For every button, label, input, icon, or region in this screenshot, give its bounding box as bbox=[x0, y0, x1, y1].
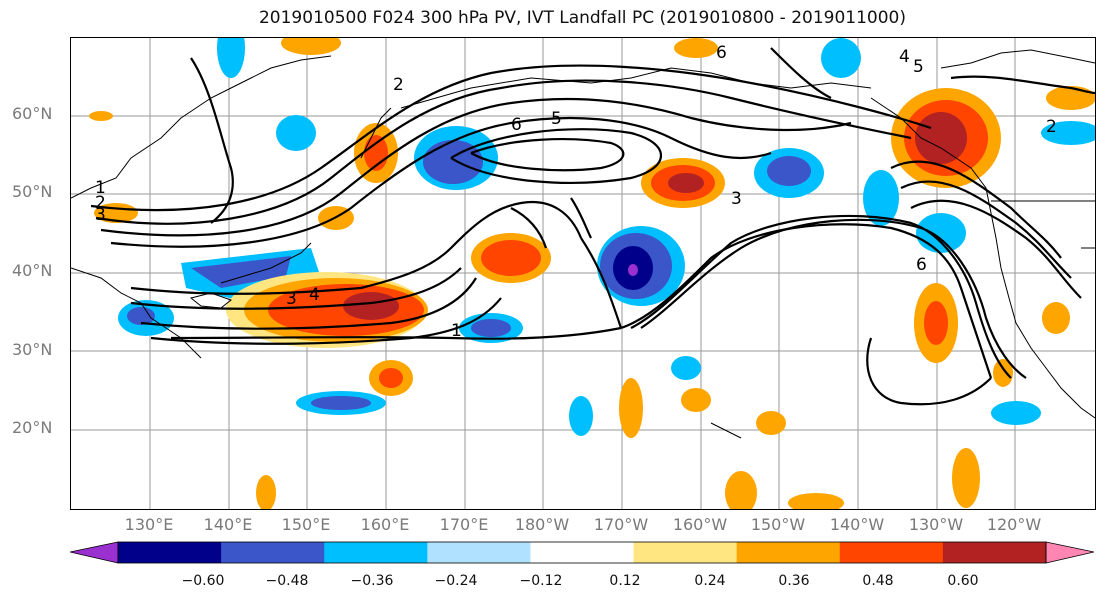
lon-label-150e: 150°E bbox=[281, 515, 331, 534]
colorbar-segment bbox=[118, 542, 222, 563]
contour-label-3: 3 bbox=[95, 205, 106, 225]
contour-label-6c: 6 bbox=[916, 255, 927, 275]
contour-label-4b: 4 bbox=[899, 47, 910, 67]
lat-label-60: 60°N bbox=[12, 104, 53, 123]
lat-label-40: 40°N bbox=[12, 261, 53, 280]
colorbar-frame bbox=[117, 541, 1047, 564]
lon-label-120w: 120°W bbox=[986, 515, 1042, 534]
lon-label-160e: 160°E bbox=[360, 515, 410, 534]
colorbar-tick--036: −0.36 bbox=[350, 573, 394, 589]
contour-label-3c: 3 bbox=[286, 289, 297, 309]
colorbar-tick-036: 0.36 bbox=[778, 573, 810, 589]
pv-contours bbox=[90, 47, 1095, 406]
lon-label-130e: 130°E bbox=[124, 515, 174, 534]
colorbar-segment bbox=[736, 542, 841, 563]
lon-label-180w: 180°W bbox=[514, 515, 570, 534]
positive-anomaly-shading bbox=[89, 38, 1095, 509]
lon-label-170w: 170°W bbox=[593, 515, 649, 534]
colorbar-tick--024: −0.24 bbox=[434, 573, 478, 589]
contour-label-1: 1 bbox=[95, 178, 106, 198]
colorbar-extend-high bbox=[1045, 541, 1094, 564]
colorbar-segment bbox=[324, 542, 428, 563]
colorbar-segments bbox=[70, 541, 1094, 564]
contour-label-2: 2 bbox=[95, 193, 106, 213]
lon-label-140w: 140°W bbox=[829, 515, 885, 534]
colorbar-tick-060: 0.60 bbox=[947, 573, 979, 589]
map-title: 2019010500 F024 300 hPa PV, IVT Landfall… bbox=[258, 8, 906, 28]
colorbar-tick--060: −0.60 bbox=[181, 573, 225, 589]
colorbar-tick-048: 0.48 bbox=[862, 573, 894, 589]
colorbar-tick--048: −0.48 bbox=[265, 573, 309, 589]
lat-label-50: 50°N bbox=[12, 182, 53, 201]
lon-label-160w: 160°W bbox=[672, 515, 728, 534]
contour-label-6b: 6 bbox=[716, 43, 727, 63]
colorbar-tick-024: 0.24 bbox=[694, 573, 726, 589]
colorbar-tick-012: 0.12 bbox=[609, 573, 641, 589]
contour-label-4: 4 bbox=[309, 285, 320, 305]
lat-label-30: 30°N bbox=[12, 340, 53, 359]
colorbar bbox=[70, 541, 1094, 564]
lon-label-170e: 170°E bbox=[439, 515, 489, 534]
colorbar-segment bbox=[427, 542, 531, 563]
map-canvas: 1 2 3 2 6 5 6 3 3 4 1 6 2 4 5 bbox=[71, 38, 1095, 509]
map-panel: 1 2 3 2 6 5 6 3 3 4 1 6 2 4 5 bbox=[70, 37, 1096, 510]
lon-label-150w: 150°W bbox=[750, 515, 806, 534]
colorbar-segment bbox=[942, 542, 1047, 563]
contour-label-6: 6 bbox=[511, 115, 522, 135]
colorbar-segment bbox=[633, 542, 738, 563]
colorbar-segment bbox=[530, 542, 635, 563]
lon-label-130w: 130°W bbox=[908, 515, 964, 534]
contour-label-5b: 5 bbox=[913, 57, 924, 77]
lon-label-140e: 140°E bbox=[203, 515, 253, 534]
contour-label-2b: 2 bbox=[393, 75, 404, 95]
contour-label-5: 5 bbox=[551, 109, 562, 129]
contour-label-3b: 3 bbox=[731, 189, 742, 209]
negative-anomaly-shading bbox=[118, 38, 1095, 436]
lat-label-20: 20°N bbox=[12, 418, 53, 437]
contour-label-1b: 1 bbox=[451, 321, 462, 341]
colorbar-segment bbox=[839, 542, 944, 563]
colorbar-extend-low bbox=[70, 541, 119, 564]
contour-labels: 1 2 3 2 6 5 6 3 3 4 1 6 2 4 5 bbox=[95, 43, 1057, 341]
colorbar-tick--012: −0.12 bbox=[519, 573, 563, 589]
contour-label-2c: 2 bbox=[1046, 117, 1057, 137]
colorbar-segment bbox=[221, 542, 325, 563]
